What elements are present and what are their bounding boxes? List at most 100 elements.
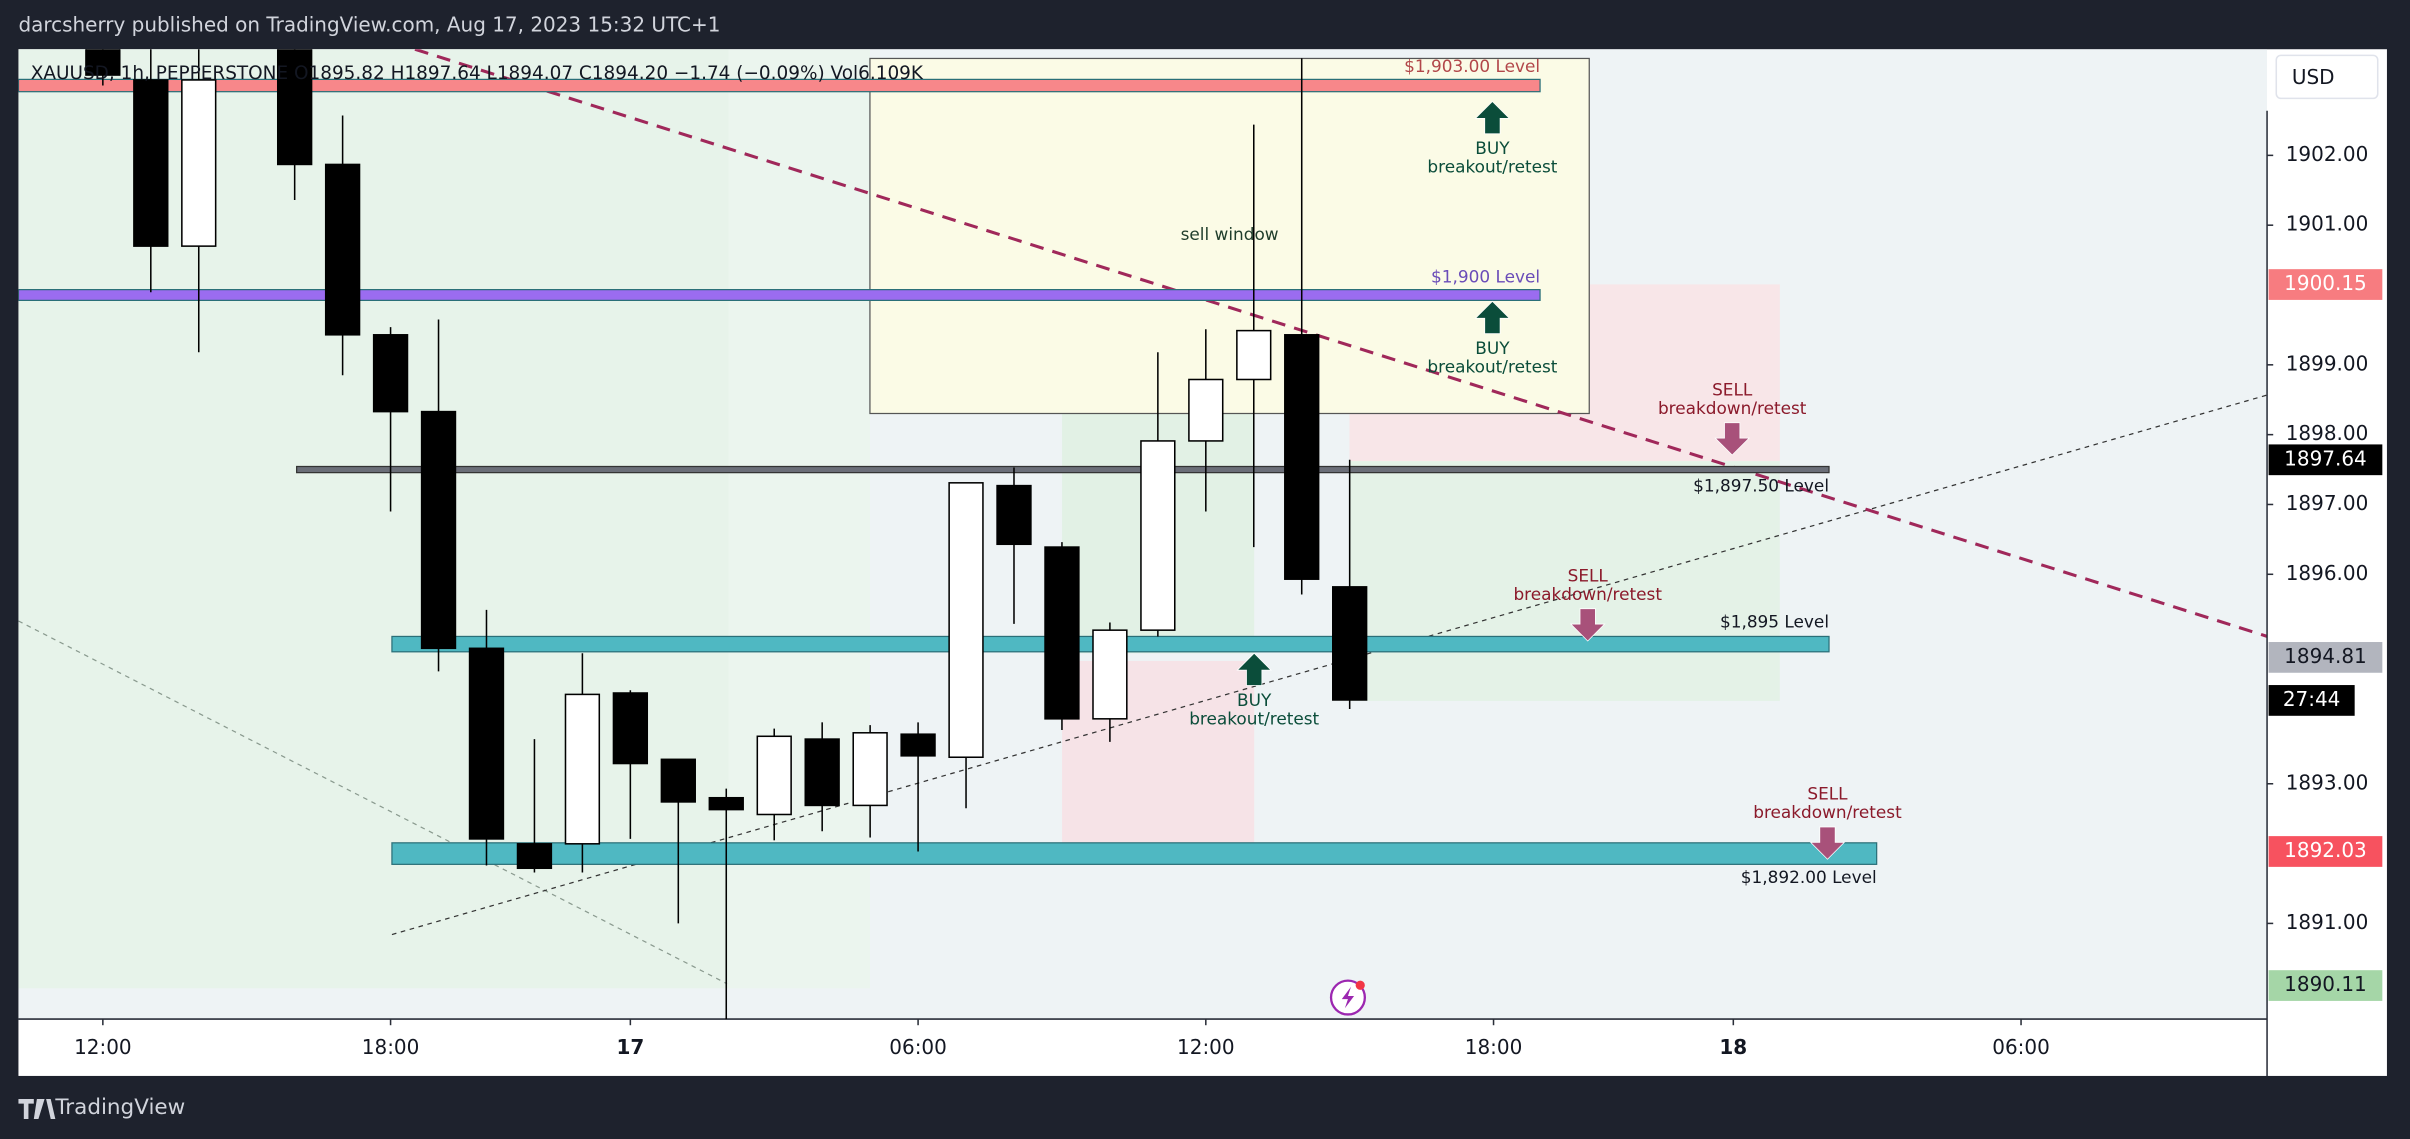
candle-body (1284, 334, 1320, 580)
signal-arrow (1474, 100, 1511, 135)
level-label: $1,892.00 Level (1741, 867, 1877, 887)
candle-body (756, 735, 792, 816)
candle-body (948, 482, 984, 759)
level-label: $1,900 Level (1431, 266, 1540, 286)
signal-side: BUY (1237, 690, 1272, 710)
candle-body (1044, 546, 1080, 720)
signal-text: breakout/retest (1189, 708, 1319, 728)
candle-body (660, 758, 696, 803)
countdown: 27:44 (2283, 687, 2341, 711)
price-badge (2268, 970, 2383, 1001)
candle-body (133, 79, 169, 247)
y-tick-label: 1893.00 (2286, 770, 2369, 794)
shading (18, 49, 2268, 1020)
events-bolt (1341, 986, 1355, 1009)
y-tick-label: 1897.00 (2286, 491, 2369, 515)
signal-side: SELL (1712, 379, 1753, 399)
candle-body (181, 79, 217, 247)
candle-body (468, 647, 505, 840)
candle-body (1236, 329, 1272, 381)
y-tick-label: 1902.00 (2286, 142, 2369, 166)
signal-arrow (1809, 826, 1846, 860)
price-badge (2268, 269, 2383, 300)
trendline (18, 620, 728, 985)
price-badge-label: 1894.81 (2284, 644, 2367, 668)
price-badge-label: 1900.15 (2284, 271, 2367, 295)
level-label: $1,895 Level (1720, 612, 1829, 632)
signal-side: BUY (1475, 338, 1510, 358)
price-badge-label: 1890.11 (2284, 972, 2367, 996)
level-label: $1,897.50 Level (1693, 475, 1829, 495)
candle-body (1140, 440, 1176, 631)
plot (18, 49, 1878, 1020)
sell-window-box (869, 57, 1590, 415)
level-band (18, 78, 1541, 93)
level-band (296, 465, 1830, 474)
level-band (18, 289, 1541, 301)
candle-body (372, 334, 409, 413)
candle-body (708, 796, 744, 811)
x-tick-label: 12:00 (74, 1035, 132, 1059)
price-badge (2268, 444, 2383, 476)
candle-body (324, 163, 361, 336)
brand: TradingView (54, 1095, 185, 1120)
x-tick-label: 17 (616, 1035, 644, 1059)
y-tick-label: 1899.00 (2286, 351, 2369, 375)
price-badge (2268, 836, 2383, 867)
symbol-header: XAUUSD, 1h, PEPPERSTONE O1895.82 H1897.6… (31, 63, 924, 84)
x-tick-label: 18:00 (362, 1035, 420, 1059)
candle-body (420, 410, 457, 650)
watermark: darcsherry published on TradingView.com,… (18, 13, 720, 37)
price-badge (2268, 642, 2383, 673)
candle-body (852, 732, 888, 807)
level-label: $1,903.00 Level (1404, 56, 1540, 76)
y-tick-label: 1898.00 (2286, 421, 2369, 445)
y-tick-label: 1896.00 (2286, 561, 2369, 585)
candle-body (804, 738, 840, 807)
candle-body (85, 49, 121, 76)
signal-arrow (1474, 300, 1511, 334)
trendline (414, 49, 2268, 638)
signal-side: BUY (1475, 138, 1510, 158)
signal-text: breakout/retest (1427, 356, 1557, 376)
countdown-badge (2268, 685, 2355, 716)
price-badge-label: 1897.64 (2284, 446, 2367, 470)
y-tick-label: 1891.00 (2286, 910, 2369, 934)
y-tick-label: 1901.00 (2286, 212, 2369, 236)
candle-body (564, 693, 601, 845)
signal-text: breakdown/retest (1513, 584, 1662, 604)
green-zone (1349, 461, 1780, 701)
x-tick-label: 12:00 (1177, 1035, 1235, 1059)
zone-label: sell window (1181, 224, 1279, 244)
x-tick-label: 18:00 (1465, 1035, 1523, 1059)
signal-side: SELL (1568, 565, 1609, 585)
x-tick-label: 06:00 (1992, 1035, 2050, 1059)
signal-text: breakdown/retest (1753, 802, 1902, 822)
signal-text: breakdown/retest (1658, 398, 1807, 418)
currency: USD (2292, 65, 2335, 89)
x-tick-label: 18 (1719, 1035, 1747, 1059)
signal-side: SELL (1807, 784, 1848, 804)
signal-arrow (1236, 652, 1273, 686)
pink-zone (1062, 660, 1255, 854)
signal-arrow (1569, 608, 1606, 642)
level-band (391, 842, 1878, 865)
candle-body (1332, 586, 1368, 701)
price-badge-label: 1892.03 (2284, 838, 2367, 862)
candle-body (1092, 629, 1128, 720)
candle-body (1188, 378, 1224, 442)
candle-body (612, 692, 649, 765)
brand-logo (18, 1098, 56, 1119)
events-dot (1355, 980, 1365, 990)
currency-box[interactable] (2275, 54, 2379, 100)
signal-arrow (1714, 422, 1751, 456)
signal-text: breakout/retest (1427, 157, 1557, 177)
green-zone (728, 49, 870, 989)
candle-body (276, 49, 313, 166)
candle-body (516, 843, 553, 870)
candle-body (900, 733, 936, 757)
x-tick-label: 06:00 (889, 1035, 947, 1059)
candle-body (996, 484, 1032, 546)
